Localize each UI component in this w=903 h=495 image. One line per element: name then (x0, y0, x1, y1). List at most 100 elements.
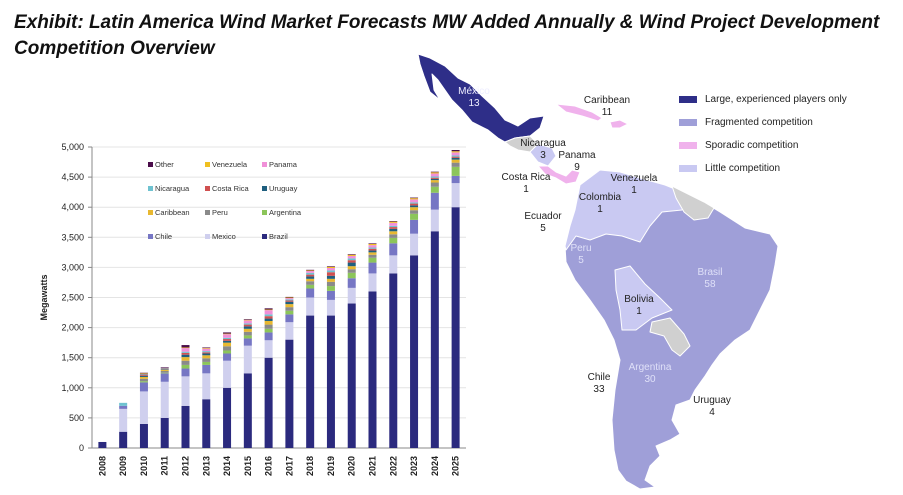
legend-swatch (205, 186, 210, 191)
map-label-venezuela: Venezuela 1 (611, 173, 658, 197)
map-region-cuba (555, 103, 603, 122)
y-tick-label: 0 (79, 443, 84, 453)
bar-segment-mexico (223, 360, 232, 388)
map-region-bolivia (614, 265, 673, 331)
legend-swatch (262, 234, 267, 239)
map-legend-large-players: Large, experienced players only (679, 94, 847, 105)
bar-segment-mexico (410, 233, 419, 256)
bar-segment-panama (223, 334, 232, 338)
legend-label: Venezuela (212, 160, 248, 169)
legend-label: Argentina (269, 208, 302, 217)
bar-segment-uruguay (181, 354, 190, 358)
country-name: Chile (587, 372, 611, 383)
bar-segment-chile (326, 290, 335, 300)
map-legend-sporadic: Sporadic competition (679, 140, 798, 151)
bar-segment-other (368, 243, 377, 244)
map-legend-fragmented: Fragmented competition (679, 117, 813, 128)
legend-swatch (679, 142, 697, 149)
y-tick-label: 3,500 (61, 232, 84, 242)
country-count: 13 (468, 98, 480, 109)
bar-segment-mexico (285, 322, 294, 340)
bar-segment-chile (306, 288, 315, 298)
bar-segment-uruguay (243, 326, 252, 329)
bar-segment-caribbean (160, 369, 169, 371)
x-tick-label: 2021 (368, 456, 378, 476)
y-tick-label: 4,500 (61, 172, 84, 182)
bar-segment-brazil (202, 399, 211, 448)
map-label-argentina: Argentina 30 (629, 362, 672, 386)
bar-segment-panama (326, 268, 335, 271)
map-label-peru: Peru 5 (570, 243, 591, 267)
bar-segment-panama (389, 222, 398, 226)
bar-segment-chile (243, 338, 252, 346)
bar-segment-nicaragua (264, 314, 273, 317)
legend-label: Panama (269, 160, 298, 169)
x-tick-label: 2017 (284, 456, 294, 476)
bar-segment-mexico (139, 391, 148, 424)
bar-segment-chile (139, 382, 148, 392)
legend-swatch (679, 119, 697, 126)
bar-segment-peru (264, 324, 273, 329)
bar-segment-panama (368, 245, 377, 248)
bar-segment-brazil (285, 339, 294, 448)
bar-segment-brazil (326, 315, 335, 448)
bar-segment-peru (389, 234, 398, 238)
bar-segment-costa-rica (285, 300, 294, 302)
bar-segment-brazil (347, 303, 356, 448)
y-tick-label: 1,000 (61, 383, 84, 393)
bar-segment-caribbean (285, 304, 294, 308)
country-count: 30 (644, 374, 656, 385)
legend-label: Large, experienced players only (705, 94, 847, 105)
country-count: 9 (574, 162, 580, 173)
bar-segment-argentina (326, 286, 335, 291)
bar-segment-caribbean (243, 328, 252, 332)
bar-segment-costa-rica (326, 272, 335, 276)
legend-label: Caribbean (155, 208, 190, 217)
bar-segment-brazil (368, 291, 377, 448)
country-name: Bolivia (624, 294, 654, 305)
bar-segment-mexico (306, 297, 315, 316)
bar-segment-venezuela (389, 221, 398, 223)
bar-segment-argentina (223, 350, 232, 354)
map-legend-little: Little competition (679, 163, 780, 174)
map-label-costa-rica: Costa Rica 1 (502, 172, 551, 196)
bar-segment-chile (223, 353, 232, 361)
bar-segment-venezuela (347, 254, 356, 256)
bar-segment-peru (451, 162, 460, 167)
bar-segment-caribbean (430, 180, 439, 183)
country-name: México (458, 86, 490, 97)
x-tick-label: 2019 (326, 456, 336, 476)
bar-segment-costa-rica (139, 374, 148, 376)
map-label-brasil: Brasil 58 (697, 267, 722, 291)
x-tick-label: 2018 (305, 456, 315, 476)
bar-segment-panama (410, 199, 419, 203)
bar-segment-caribbean (326, 278, 335, 282)
bar-segment-chile (264, 332, 273, 341)
map-region-guianas (671, 185, 715, 221)
bar-segment-chile (160, 373, 169, 382)
country-name: Uruguay (693, 395, 731, 406)
bar-segment-mexico (430, 209, 439, 232)
legend-label: Mexico (212, 232, 236, 241)
bar-segment-brazil (98, 441, 107, 448)
legend-label: Other (155, 160, 174, 169)
map-label-chile: Chile 33 (588, 372, 611, 396)
bar-segment-nicaragua (451, 155, 460, 157)
x-tick-label: 2023 (409, 456, 419, 476)
legend-label: Fragmented competition (705, 117, 813, 128)
bar-segment-brazil (119, 431, 128, 448)
bar-segment-brazil (243, 373, 252, 448)
bar-segment-panama (306, 271, 315, 273)
bar-segment-caribbean (202, 355, 211, 359)
x-tick-label: 2024 (430, 456, 440, 476)
bar-segment-uruguay (410, 205, 419, 208)
bar-segment-mexico (326, 299, 335, 316)
bar-segment-nicaragua (430, 176, 439, 178)
bar-segment-costa-rica (306, 274, 315, 277)
bar-segment-argentina (368, 257, 377, 263)
bar-segment-uruguay (389, 228, 398, 232)
bar-segment-other (181, 345, 190, 348)
legend-label: Nicaragua (155, 184, 190, 193)
country-name: Ecuador (524, 211, 562, 222)
